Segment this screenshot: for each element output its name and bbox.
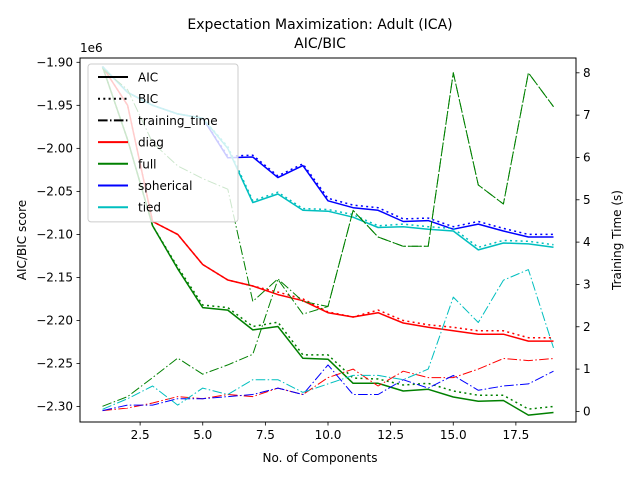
series-line-full-AIC — [101, 66, 554, 416]
x-tick-label: 12.5 — [377, 428, 404, 442]
y-tick-label: −2.30 — [36, 400, 73, 414]
y2-tick-label: 4 — [583, 235, 591, 249]
y-tick-label: −2.25 — [36, 356, 73, 370]
legend-label-BIC: BIC — [138, 92, 158, 106]
y-tick-label: −2.15 — [36, 270, 73, 284]
x-axis-label: No. of Components — [262, 451, 377, 465]
y2-tick-label: 7 — [583, 108, 591, 122]
series-line-full-training-time-base — [102, 72, 554, 407]
x-tick-label: 10.0 — [315, 428, 342, 442]
series-line-spherical-training-time — [102, 364, 554, 412]
y-tick-label: −1.90 — [36, 55, 73, 69]
y-axis-label: AIC/BIC score — [15, 200, 29, 280]
x-tick-label: 5.0 — [193, 428, 212, 442]
x-tick-label: 2.5 — [131, 428, 150, 442]
legend-label-diag: diag — [138, 136, 164, 150]
y2-tick-label: 2 — [583, 320, 591, 334]
y-tick-label: −2.20 — [36, 313, 73, 327]
y2-tick-label: 3 — [583, 277, 591, 291]
legend-label-tied: tied — [138, 201, 161, 215]
legend-label-full: full — [138, 157, 157, 171]
x-tick-label: 17.5 — [503, 428, 530, 442]
plot-lines — [101, 66, 554, 416]
y-tick-label: −2.10 — [36, 227, 73, 241]
y2-tick-label: 6 — [583, 150, 591, 164]
x-tick-label: 7.5 — [256, 428, 275, 442]
legend-label-spherical: spherical — [138, 179, 192, 193]
series-line-diag-training-time — [102, 358, 554, 412]
y-tick-label: −1.95 — [36, 98, 73, 112]
y-tick-label: −2.05 — [36, 184, 73, 198]
x-tick-label: 15.0 — [440, 428, 467, 442]
legend-box — [87, 63, 239, 223]
y-tick-label: −2.00 — [36, 141, 73, 155]
x-axis: 2.5 5.0 7.5 10.0 12.5 15.0 17.5 — [131, 422, 530, 442]
y2-tick-label: 5 — [583, 193, 591, 207]
chart-subtitle: AIC/BIC — [294, 36, 346, 52]
series-line-tied-training-time — [102, 269, 554, 410]
y-axis-right: 0 1 2 3 4 5 6 7 8 — [576, 66, 591, 418]
legend-label-training-time: training_time — [138, 114, 218, 128]
y-offset-text: 1e6 — [80, 41, 103, 55]
y2-tick-label: 8 — [583, 66, 591, 80]
series-line-diag-AIC — [101, 66, 554, 342]
legend-label-AIC: AIC — [138, 71, 158, 85]
y2-tick-label: 0 — [583, 404, 591, 418]
chart-title: Expectation Maximization: Adult (ICA) — [187, 17, 452, 33]
y-axis-left: −2.30 −2.25 −2.20 −2.15 −2.10 −2.05 −2.00 −1.95… — [36, 55, 80, 414]
series-line-full-BIC — [101, 66, 554, 410]
y2-axis-label: Training Time (s) — [610, 190, 624, 291]
y2-tick-label: 1 — [583, 362, 591, 376]
series-line-diag-BIC — [101, 66, 554, 339]
